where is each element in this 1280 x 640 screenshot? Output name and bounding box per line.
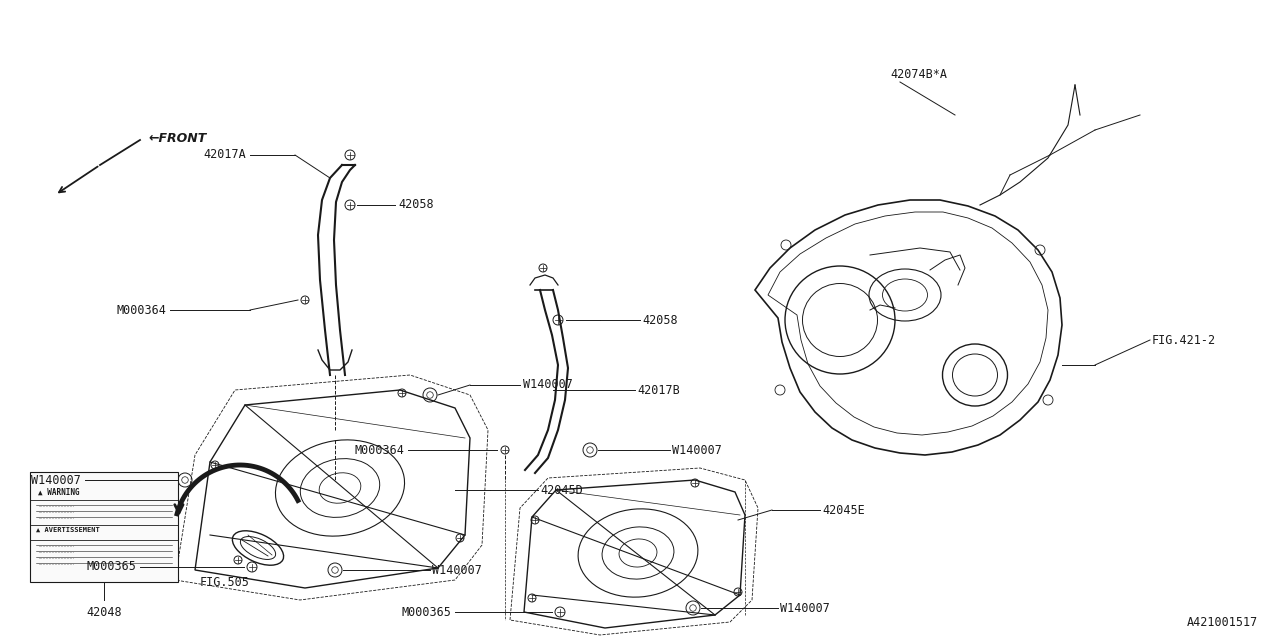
Text: ........................: ........................ xyxy=(38,561,74,566)
Text: 42048: 42048 xyxy=(86,605,122,618)
Text: A421001517: A421001517 xyxy=(1187,616,1258,628)
Text: 42045E: 42045E xyxy=(822,504,865,516)
Text: 42074B*A: 42074B*A xyxy=(890,68,947,81)
Text: M000365: M000365 xyxy=(401,605,451,618)
Text: 42058: 42058 xyxy=(398,198,434,211)
Text: ▲ AVERTISSEMENT: ▲ AVERTISSEMENT xyxy=(36,527,100,533)
Text: 42017B: 42017B xyxy=(637,383,680,397)
Text: ........................: ........................ xyxy=(38,543,74,548)
Text: ←FRONT: ←FRONT xyxy=(148,131,206,145)
Text: ........................: ........................ xyxy=(38,503,74,508)
Text: W140007: W140007 xyxy=(31,474,81,486)
Text: M000364: M000364 xyxy=(116,303,166,317)
Text: ........................: ........................ xyxy=(38,555,74,560)
Text: ▲ WARNING: ▲ WARNING xyxy=(38,488,79,497)
Text: ........................: ........................ xyxy=(38,509,74,514)
Text: 42017A: 42017A xyxy=(204,148,246,161)
Text: FIG.421-2: FIG.421-2 xyxy=(1152,333,1216,346)
Text: W140007: W140007 xyxy=(672,444,722,456)
Text: W140007: W140007 xyxy=(780,602,829,614)
Text: ........................: ........................ xyxy=(38,549,74,554)
Text: M000365: M000365 xyxy=(86,561,136,573)
Text: W140007: W140007 xyxy=(524,378,573,392)
Text: W140007: W140007 xyxy=(433,563,481,577)
Text: 42058: 42058 xyxy=(643,314,677,326)
Text: ........................: ........................ xyxy=(38,515,74,520)
Text: M000364: M000364 xyxy=(355,444,404,456)
Text: 42045D: 42045D xyxy=(540,483,582,497)
FancyBboxPatch shape xyxy=(29,472,178,582)
Text: FIG.505: FIG.505 xyxy=(200,577,250,589)
